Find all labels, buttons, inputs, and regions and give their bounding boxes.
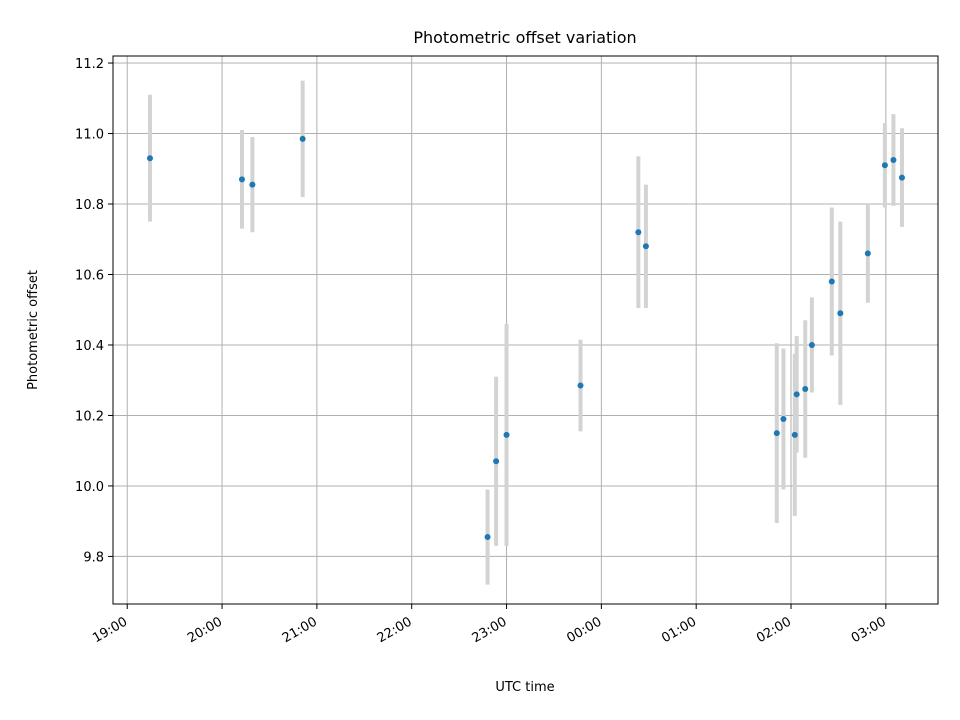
y-tick-label: 11.0	[75, 128, 104, 143]
data-point	[238, 176, 245, 183]
data-point	[898, 174, 905, 181]
chart-title: Photometric offset variation	[413, 28, 636, 47]
data-point	[780, 415, 787, 422]
x-tick-label: 01:00	[659, 614, 699, 646]
data-point	[249, 181, 256, 188]
x-axis: 19:00 20:00 21:00 22:00 23:00 00:00 01:00 02:00…	[90, 604, 889, 646]
grid-lines	[113, 56, 938, 604]
data-point	[864, 250, 871, 257]
data-point	[642, 243, 649, 250]
data-point	[484, 534, 491, 541]
y-tick-label: 10.2	[75, 409, 104, 424]
errorbar-series	[147, 80, 904, 585]
data-point	[808, 341, 815, 348]
data-point	[773, 430, 780, 437]
data-point	[802, 386, 809, 393]
x-tick-label: 19:00	[90, 614, 130, 646]
y-tick-label: 10.6	[75, 268, 104, 283]
x-axis-label: UTC time	[495, 680, 554, 695]
data-point	[299, 135, 306, 142]
data-point	[890, 156, 897, 163]
y-tick-label: 10.4	[75, 339, 104, 354]
data-point	[503, 431, 510, 438]
x-tick-label: 21:00	[280, 614, 320, 646]
y-tick-label: 10.0	[75, 480, 104, 495]
plot-frame	[112, 55, 939, 605]
y-axis: 9.8 10.0 10.2 10.4 10.6 10.8 11.0 11.2	[75, 57, 113, 565]
x-tick-label: 03:00	[849, 614, 889, 646]
data-point	[146, 155, 153, 162]
data-point	[791, 431, 798, 438]
data-point	[493, 458, 500, 465]
x-tick-label: 23:00	[470, 614, 510, 646]
data-point	[635, 229, 642, 236]
point-series	[146, 135, 905, 541]
y-tick-label: 9.8	[83, 550, 104, 565]
y-axis-label: Photometric offset	[26, 270, 41, 390]
data-point	[793, 391, 800, 398]
y-tick-label: 10.8	[75, 198, 104, 213]
data-point	[837, 310, 844, 317]
data-point	[881, 162, 888, 169]
data-point	[828, 278, 835, 285]
x-tick-label: 00:00	[564, 614, 604, 646]
x-tick-label: 20:00	[185, 614, 225, 646]
data-point	[577, 382, 584, 389]
y-tick-label: 11.2	[75, 57, 104, 72]
x-tick-label: 22:00	[375, 614, 415, 646]
x-tick-label: 02:00	[754, 614, 794, 646]
